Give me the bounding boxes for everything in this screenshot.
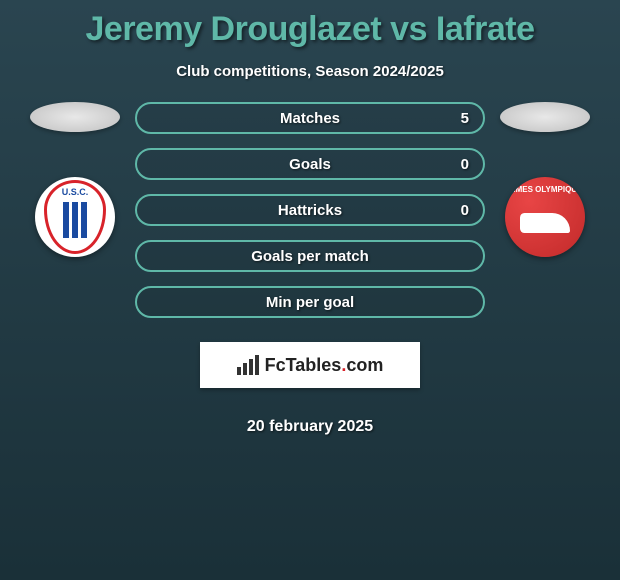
stat-label: Hattricks (181, 202, 439, 219)
stat-label: Min per goal (181, 294, 439, 311)
club-badge-left: U.S.C. (35, 177, 115, 257)
badge-right-label: NIMES OLYMPIQUE (505, 185, 585, 194)
brand-label: FcTables.com (265, 355, 384, 376)
brand-box: FcTables.com (200, 342, 420, 388)
badge-left-stripes (63, 202, 87, 238)
badge-left-label: U.S.C. (62, 187, 89, 197)
stat-right-value: 0 (439, 202, 469, 219)
stats-column: Matches 5 Goals 0 Hattricks 0 Goals per … (135, 102, 485, 436)
stat-right-value: 0 (439, 156, 469, 173)
player-silhouette-left (30, 102, 120, 132)
main-content: U.S.C. Matches 5 Goals 0 Hattricks 0 (0, 102, 620, 436)
right-side: NIMES OLYMPIQUE (495, 102, 595, 257)
stat-row-gpm: Goals per match (135, 240, 485, 272)
stat-row-hattricks: Hattricks 0 (135, 194, 485, 226)
date-label: 20 february 2025 (135, 418, 485, 436)
page-title: Jeremy Drouglazet vs Iafrate (0, 0, 620, 49)
left-side: U.S.C. (25, 102, 125, 257)
stat-row-matches: Matches 5 (135, 102, 485, 134)
stat-label: Goals (181, 156, 439, 173)
stat-row-goals: Goals 0 (135, 148, 485, 180)
club-badge-right: NIMES OLYMPIQUE (505, 177, 585, 257)
badge-left-shield: U.S.C. (44, 180, 106, 254)
subtitle: Club competitions, Season 2024/2025 (0, 63, 620, 80)
stat-row-mpg: Min per goal (135, 286, 485, 318)
stat-right-value: 5 (439, 110, 469, 127)
stat-label: Matches (181, 110, 439, 127)
player-silhouette-right (500, 102, 590, 132)
chart-icon (237, 355, 259, 375)
stat-label: Goals per match (181, 248, 439, 265)
crocodile-icon (520, 213, 570, 233)
